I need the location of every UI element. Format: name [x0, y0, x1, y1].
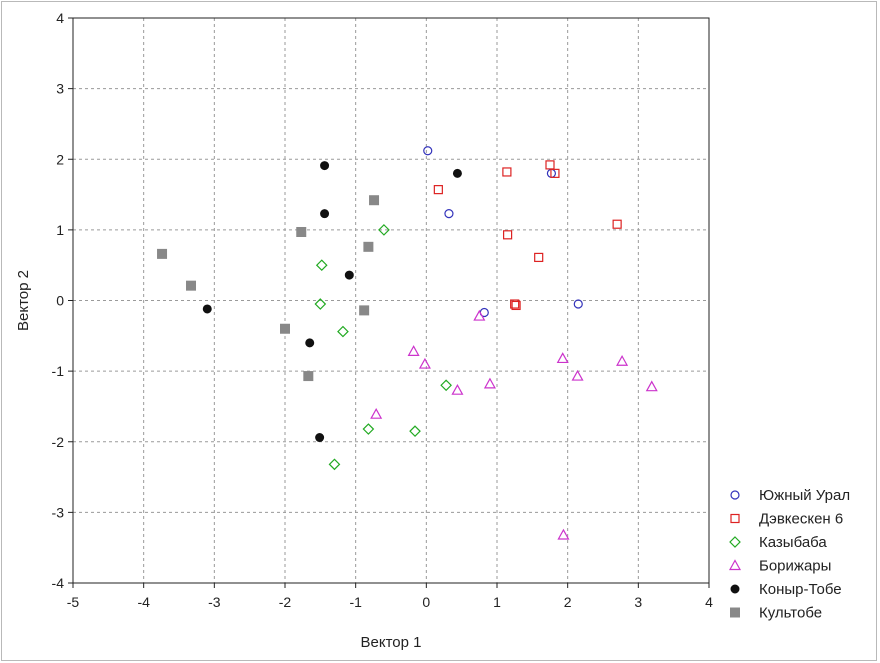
x-tick-label: -2: [279, 594, 292, 610]
x-tick-label: 1: [493, 594, 501, 610]
y-tick-label: -1: [52, 363, 65, 379]
data-point: [362, 423, 375, 435]
data-point: [370, 407, 383, 419]
legend-entry-label: Южный Урал: [759, 487, 850, 504]
data-point: [157, 248, 168, 259]
data-point: [315, 259, 328, 272]
x-tick-label: -3: [208, 594, 221, 610]
data-point: [378, 224, 390, 236]
x-tick-label: -1: [349, 594, 362, 610]
y-tick-label: -2: [52, 434, 65, 450]
data-point: [409, 425, 421, 438]
data-point: [433, 185, 443, 195]
data-point: [418, 357, 431, 369]
legend: Южный Урал Дэвкескен 6 Казыбаба Борижары Кон…: [728, 487, 850, 622]
data-point: [483, 377, 496, 389]
data-point: [303, 371, 314, 382]
data-point: [359, 305, 370, 316]
data-point: [363, 241, 374, 252]
data-point: [407, 345, 420, 356]
x-tick-label: -4: [137, 594, 150, 610]
legend-marker: [730, 584, 740, 594]
data-point: [452, 168, 462, 178]
data-point: [473, 309, 486, 321]
grid: [73, 18, 709, 583]
y-axis-label: Вектор 2: [15, 270, 32, 331]
x-tick-label: 2: [564, 594, 572, 610]
data-point: [314, 298, 327, 310]
data-point: [451, 383, 464, 395]
data-points: [157, 146, 658, 540]
y-tick-label: 3: [56, 81, 64, 97]
legend-entry-label: Борижары: [759, 558, 831, 575]
legend-entry-label: Коныр-Тобе: [759, 581, 842, 598]
data-point: [510, 299, 520, 309]
x-tick-label: -5: [67, 594, 80, 610]
data-point: [202, 304, 212, 314]
x-tick-label: 0: [422, 594, 430, 610]
data-point: [573, 299, 583, 309]
data-point: [502, 167, 512, 177]
data-point: [315, 433, 325, 443]
data-point: [556, 352, 569, 364]
data-point: [550, 168, 560, 178]
y-tick-label: 2: [56, 151, 64, 167]
data-point: [571, 369, 584, 381]
data-point: [511, 300, 521, 311]
data-point: [440, 379, 452, 392]
y-tick-label: 0: [56, 293, 64, 309]
data-point: [534, 252, 544, 263]
legend-entry-label: Культобе: [759, 605, 822, 622]
data-point: [616, 355, 629, 366]
y-tick-label: -4: [52, 575, 65, 591]
data-point: [305, 338, 315, 348]
data-point: [280, 323, 290, 334]
data-point: [344, 270, 354, 280]
data-point: [557, 528, 570, 540]
data-point: [423, 146, 433, 156]
x-axis-label: Вектор 1: [361, 634, 422, 651]
legend-entry-label: Дэвкескен 6: [759, 511, 843, 528]
data-point: [545, 160, 555, 170]
legend-entry-label: Казыбаба: [759, 534, 827, 551]
data-point: [328, 458, 341, 471]
data-point: [296, 226, 307, 237]
y-tick-label: -3: [52, 504, 65, 520]
data-point: [186, 280, 197, 291]
data-point: [645, 380, 658, 392]
y-tick-label: 4: [56, 10, 64, 26]
data-point: [320, 161, 330, 171]
x-tick-label: 3: [634, 594, 642, 610]
data-point: [369, 195, 380, 206]
data-point: [503, 230, 513, 240]
legend-marker: [730, 607, 740, 618]
legend-marker: [729, 536, 741, 548]
data-point: [320, 209, 330, 219]
data-point: [337, 325, 349, 338]
legend-marker: [730, 490, 740, 500]
data-point: [612, 219, 622, 229]
legend-marker: [728, 559, 742, 571]
x-tick-label: 4: [705, 594, 713, 610]
legend-marker: [730, 513, 740, 524]
y-tick-label: 1: [56, 222, 64, 238]
data-point: [444, 209, 454, 219]
